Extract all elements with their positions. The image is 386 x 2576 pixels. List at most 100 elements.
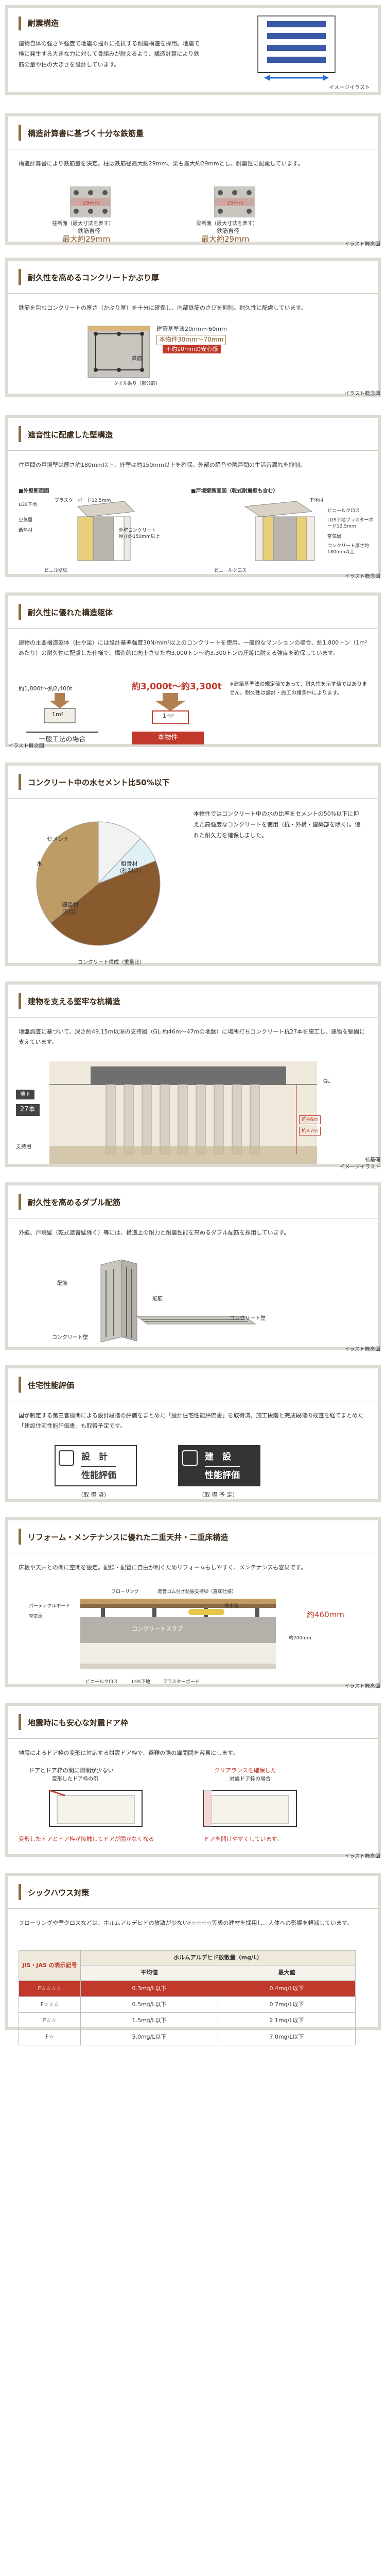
floor-label: 遮音ゴム付き防振支持脚（直床仕様） (157, 1589, 237, 1595)
value-project: 約3,000t〜約3,300t (132, 682, 222, 692)
wall-label: ビニールクロス (327, 509, 360, 514)
wall-label: 外壁コンクリート厚さ約150mm以上 (119, 528, 160, 539)
section-text: 建物の主要構造躯体（柱や梁）には設計基準強度30N/mm²以上のコンクリートを使… (19, 639, 367, 657)
height-label: 約460mm (307, 1610, 344, 1619)
table-cell: 0.3mg/L以下 (80, 1980, 218, 1997)
section-title: 住宅性能評価 (8, 1368, 378, 1401)
bearing-layer-label: 支持層 (16, 1144, 31, 1150)
wall-label: 空気層 (19, 518, 33, 523)
floor-label: ビニールクロス (85, 1680, 118, 1685)
pile-count: 27本 (16, 1104, 40, 1116)
table-cell: F☆☆☆☆ (19, 1980, 81, 1997)
section-body: 構造計算書により鉄筋量を決定。柱は鉄筋径最大約29mm、梁も最大約29mmとし、… (8, 149, 380, 250)
subheading: ■外壁断面図 (19, 488, 49, 494)
table-cell: F☆☆☆ (19, 1996, 81, 2013)
legal-cover: 建築基準法20mm～60mm (156, 326, 227, 332)
formaldehyde-table: JIS・JAS の表示記号 ホルムアルデヒド放散量（mg/L） 平均値 最大値 … (19, 1950, 356, 2046)
rebar-label: 鉄筋直径 (217, 228, 239, 234)
column-caption: 柱断面（最大寸法を表す） (52, 221, 114, 227)
table-row: F☆ 5.0mg/L以下 7.0mg/L以下 (19, 2028, 356, 2046)
floor-label: フローリング (111, 1589, 139, 1595)
section-text: 鉄筋を包むコンクリートの厚さ（かぶり厚）を十分に確保し、内部鉄筋のさびを抑制。耐… (19, 304, 307, 311)
table-cell: 0.5mg/L以下 (80, 1996, 218, 2013)
pie-label-cement: セメント (47, 836, 69, 842)
extra-cover: ＋約10mmの安心感 (163, 345, 221, 354)
badge-text: 設 計 (81, 1452, 108, 1462)
door-label: クリアランスを確保した (214, 1767, 276, 1774)
door-frame-illustration (49, 1789, 297, 1827)
wall-label: LGS下地 (19, 502, 37, 507)
section-durable-frame: 耐久性に優れた構造躯体 建物の主要構造躯体（柱や梁）には設計基準強度30N/mm… (5, 592, 381, 749)
wall-label: 下地材 (309, 498, 324, 503)
section-seismic: 耐震構造 建物自体の強さや強度で地震の揺れに抵抗する耐震構造を採用。地震で横に発… (5, 5, 381, 95)
table-cell: 0.4mg/L以下 (217, 1980, 356, 1997)
table-cell: 7.0mg/L以下 (217, 2028, 356, 2046)
section-performance-evaluation: 住宅性能評価 国が制定する第三者機関による設計段階の評価をまとめた「設計住宅性能… (5, 1365, 381, 1502)
caption: イラスト概念図 (344, 1854, 380, 1859)
caption: イラスト概念図 (344, 574, 380, 580)
badge-caption: （取 得 済） (78, 1492, 110, 1498)
section-text: 構造計算書により鉄筋量を決定。柱は鉄筋径最大約29mm、梁も最大約29mmとし、… (19, 160, 304, 167)
wall-label: コンクリート壁 (230, 1316, 266, 1321)
section-title: 耐久性に優れた構造躯体 (8, 596, 378, 629)
section-double-rebar: 耐久性を高めるダブル配筋 外壁、戸境壁（乾式遮音壁除く）等には、構造上の耐力と耐… (5, 1182, 381, 1352)
table-cell: 0.7mg/L以下 (217, 1996, 356, 2013)
section-text: 地盤調査に基づいて、深さ約49.15m以深の支持層（GL-約46m～47mの地盤… (19, 1028, 365, 1046)
section-sick-house: シックハウス対策 フローリングや壁クロスなどは、ホルムアルデヒドの放散が少ないF… (5, 1873, 381, 2046)
section-title: シックハウス対策 (8, 1876, 378, 1909)
beam-caption: 梁断面（最大寸法を表す） (196, 221, 258, 227)
area-label: 1m² (163, 713, 174, 719)
section-title: 耐久性を高めるダブル配筋 (8, 1185, 378, 1218)
section-text: フローリングや壁クロスなどは、ホルムアルデヒドの放散が少ないF☆☆☆☆等級の建材… (19, 1920, 353, 1926)
table-cell: F☆☆ (19, 2012, 81, 2029)
subheading: ■戸境壁断面図（乾式耐震壁も含む） (191, 488, 278, 494)
caption: イメージイラスト (329, 85, 370, 91)
section-body: 地震によるドア枠の変形に対応する対震ドア枠で、避難の際の扉開閉を容易にします。 … (8, 1739, 380, 1862)
pie-label-coarse: 粗骨材（砂利等） (116, 860, 145, 875)
tile-label: タイル貼り（部分的） (114, 381, 161, 386)
caption: コンクリート構成（重量比） (78, 960, 145, 965)
section-seismic-door: 地震時にも安心な対震ドア枠 地震によるドア枠の変形に対応する対震ドア枠で、避難の… (5, 1703, 381, 1859)
door-label: 対震ドア枠の場合 (230, 1776, 271, 1782)
double-floor-illustration (80, 1599, 276, 1669)
section-body: 床板や天井との間に空間を設定。配線・配管に自由が利くためリフォームもしやすく、メ… (8, 1553, 380, 1692)
section-body: 住戸間の戸境壁は厚さ約180mm以上、外壁は約150mm以上を確保。外部の騒音や… (8, 451, 380, 582)
section-text: 国が制定する第三者機関による設計段階の評価をまとめた「設計住宅性能評価書」を取得… (19, 1412, 364, 1430)
section-pile-foundation: 建物を支える堅牢な杭構造 地盤調査に基づいて、深さ約49.15m以深の支持層（G… (5, 981, 381, 1170)
caption2: 杭基礎 (365, 1157, 380, 1163)
section-text: 住戸間の戸境壁は厚さ約180mm以上、外壁は約150mm以上を確保。外部の騒音や… (19, 462, 306, 468)
caption: イラスト概念図 (344, 1684, 380, 1689)
rebar-label: 鉄筋直径 (78, 228, 100, 234)
mm-label: 29mm (83, 200, 100, 206)
exterior-wall-illustration (77, 501, 135, 561)
wall-label: コンクリート厚さ約180mm以上 (327, 544, 370, 555)
section-body: 地盤調査に基づいて、深さ約49.15m以深の支持層（GL-約46m～47mの地盤… (8, 1018, 380, 1172)
section-wall-structure: 遮音性に配慮した壁構造 住戸間の戸境壁は厚さ約180mm以上、外壁は約150mm… (5, 415, 381, 580)
section-text: 外壁、戸境壁（乾式遮音壁除く）等には、構造上の耐力と耐震性能を高めるダブル配筋を… (19, 1229, 290, 1236)
pie-label-water: 水 (37, 860, 42, 867)
table-row: F☆☆☆☆ 0.3mg/L以下 0.4mg/L以下 (19, 1980, 356, 1997)
section-water-cement: コンクリート中の水セメント比50%以下 セメント 水 粗骨材（砂利等） 細骨材（… (5, 762, 381, 966)
floor-label: 排水管 (224, 1604, 239, 1609)
mm-label: 29mm (227, 200, 244, 206)
project-cover: 本物件30mm～70mm (156, 335, 226, 345)
section-title: 地震時にも安心な対震ドア枠 (8, 1706, 378, 1739)
table-cell: 1.5mg/L以下 (80, 2012, 218, 2029)
door-bottom-text: ドアを開けやすくしています。 (204, 1836, 283, 1842)
basement-label: 地下 (16, 1090, 34, 1099)
wall-label: ビニールクロス (214, 568, 247, 573)
rebar-value: 最大約29mm (201, 234, 250, 244)
section-body: 建物の主要構造躯体（柱や梁）には設計基準強度30N/mm²以上のコンクリートを使… (8, 629, 378, 752)
badge-text: 建 設 (205, 1452, 231, 1462)
house-icon (182, 1450, 198, 1466)
section-text: 床板や天井との間に空間を設定。配線・配管に自由が利くためリフォームもしやすく、メ… (19, 1564, 307, 1571)
seismic-building-illustration (257, 15, 336, 81)
wall-label: 断熱材 (19, 528, 33, 533)
wall-label: コンクリート壁 (52, 1335, 88, 1341)
section-title: 遮音性に配慮した壁構造 (8, 418, 378, 451)
concrete-pie-chart (36, 821, 161, 946)
caption-general: 一般工法の場合 (26, 732, 98, 744)
section-cover-thickness: 耐久性を高めるコンクリートかぶり厚 鉄筋を包むコンクリートの厚さ（かぶり厚）を十… (5, 258, 381, 397)
section-title: 耐震構造 (8, 8, 378, 39)
load-comparison-illustration (44, 693, 189, 724)
